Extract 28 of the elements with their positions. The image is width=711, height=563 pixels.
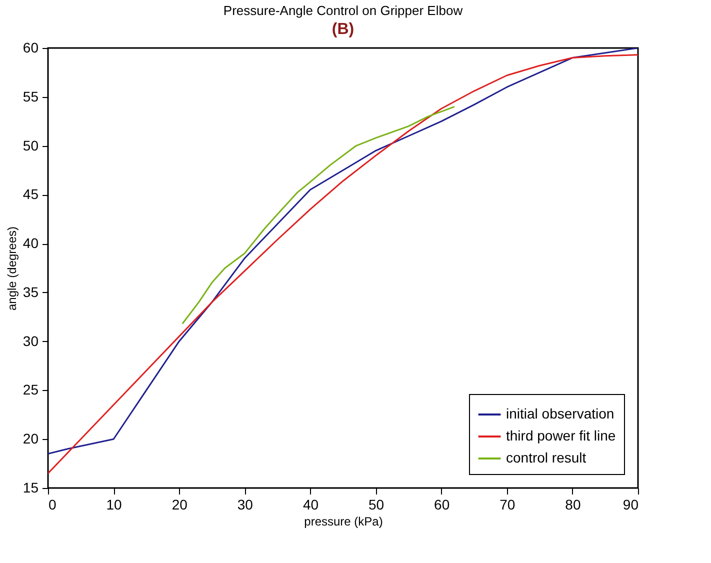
- y-tick-label: 15: [22, 480, 39, 496]
- x-axis-title: pressure (kPa): [304, 514, 383, 528]
- x-tick-label: 70: [500, 496, 516, 512]
- y-tick-label: 55: [22, 88, 39, 104]
- x-tick-label: 0: [48, 496, 56, 512]
- y-tick-label: 50: [22, 137, 39, 154]
- y-tick-label: 35: [22, 284, 39, 300]
- y-tick-label: 60: [22, 40, 39, 56]
- x-tick-label: 40: [302, 496, 319, 512]
- y-tick-label: 30: [22, 332, 39, 349]
- line-series: [182, 106, 456, 324]
- y-tick-label: 20: [22, 430, 39, 447]
- x-tick-label: 20: [172, 496, 188, 512]
- x-tick-label: 30: [237, 496, 254, 512]
- y-tick-label: 45: [22, 186, 39, 202]
- y-axis-title: angle (degrees): [4, 226, 19, 311]
- legend-label: initial observation: [506, 406, 614, 422]
- x-tick-label: 10: [106, 496, 122, 512]
- legend-label: third power fit line: [506, 428, 616, 444]
- text: (B): [332, 21, 354, 38]
- x-tick-label: 90: [622, 496, 639, 512]
- y-tick-label: 40: [22, 235, 39, 252]
- chart-title: Pressure-Angle Control on Gripper Elbow: [223, 3, 464, 18]
- x-tick-label: 80: [565, 496, 581, 512]
- x-tick-label: 60: [434, 496, 450, 512]
- legend-label: control result: [506, 450, 586, 466]
- x-tick-label: 50: [368, 496, 384, 512]
- y-tick-label: 25: [22, 382, 39, 398]
